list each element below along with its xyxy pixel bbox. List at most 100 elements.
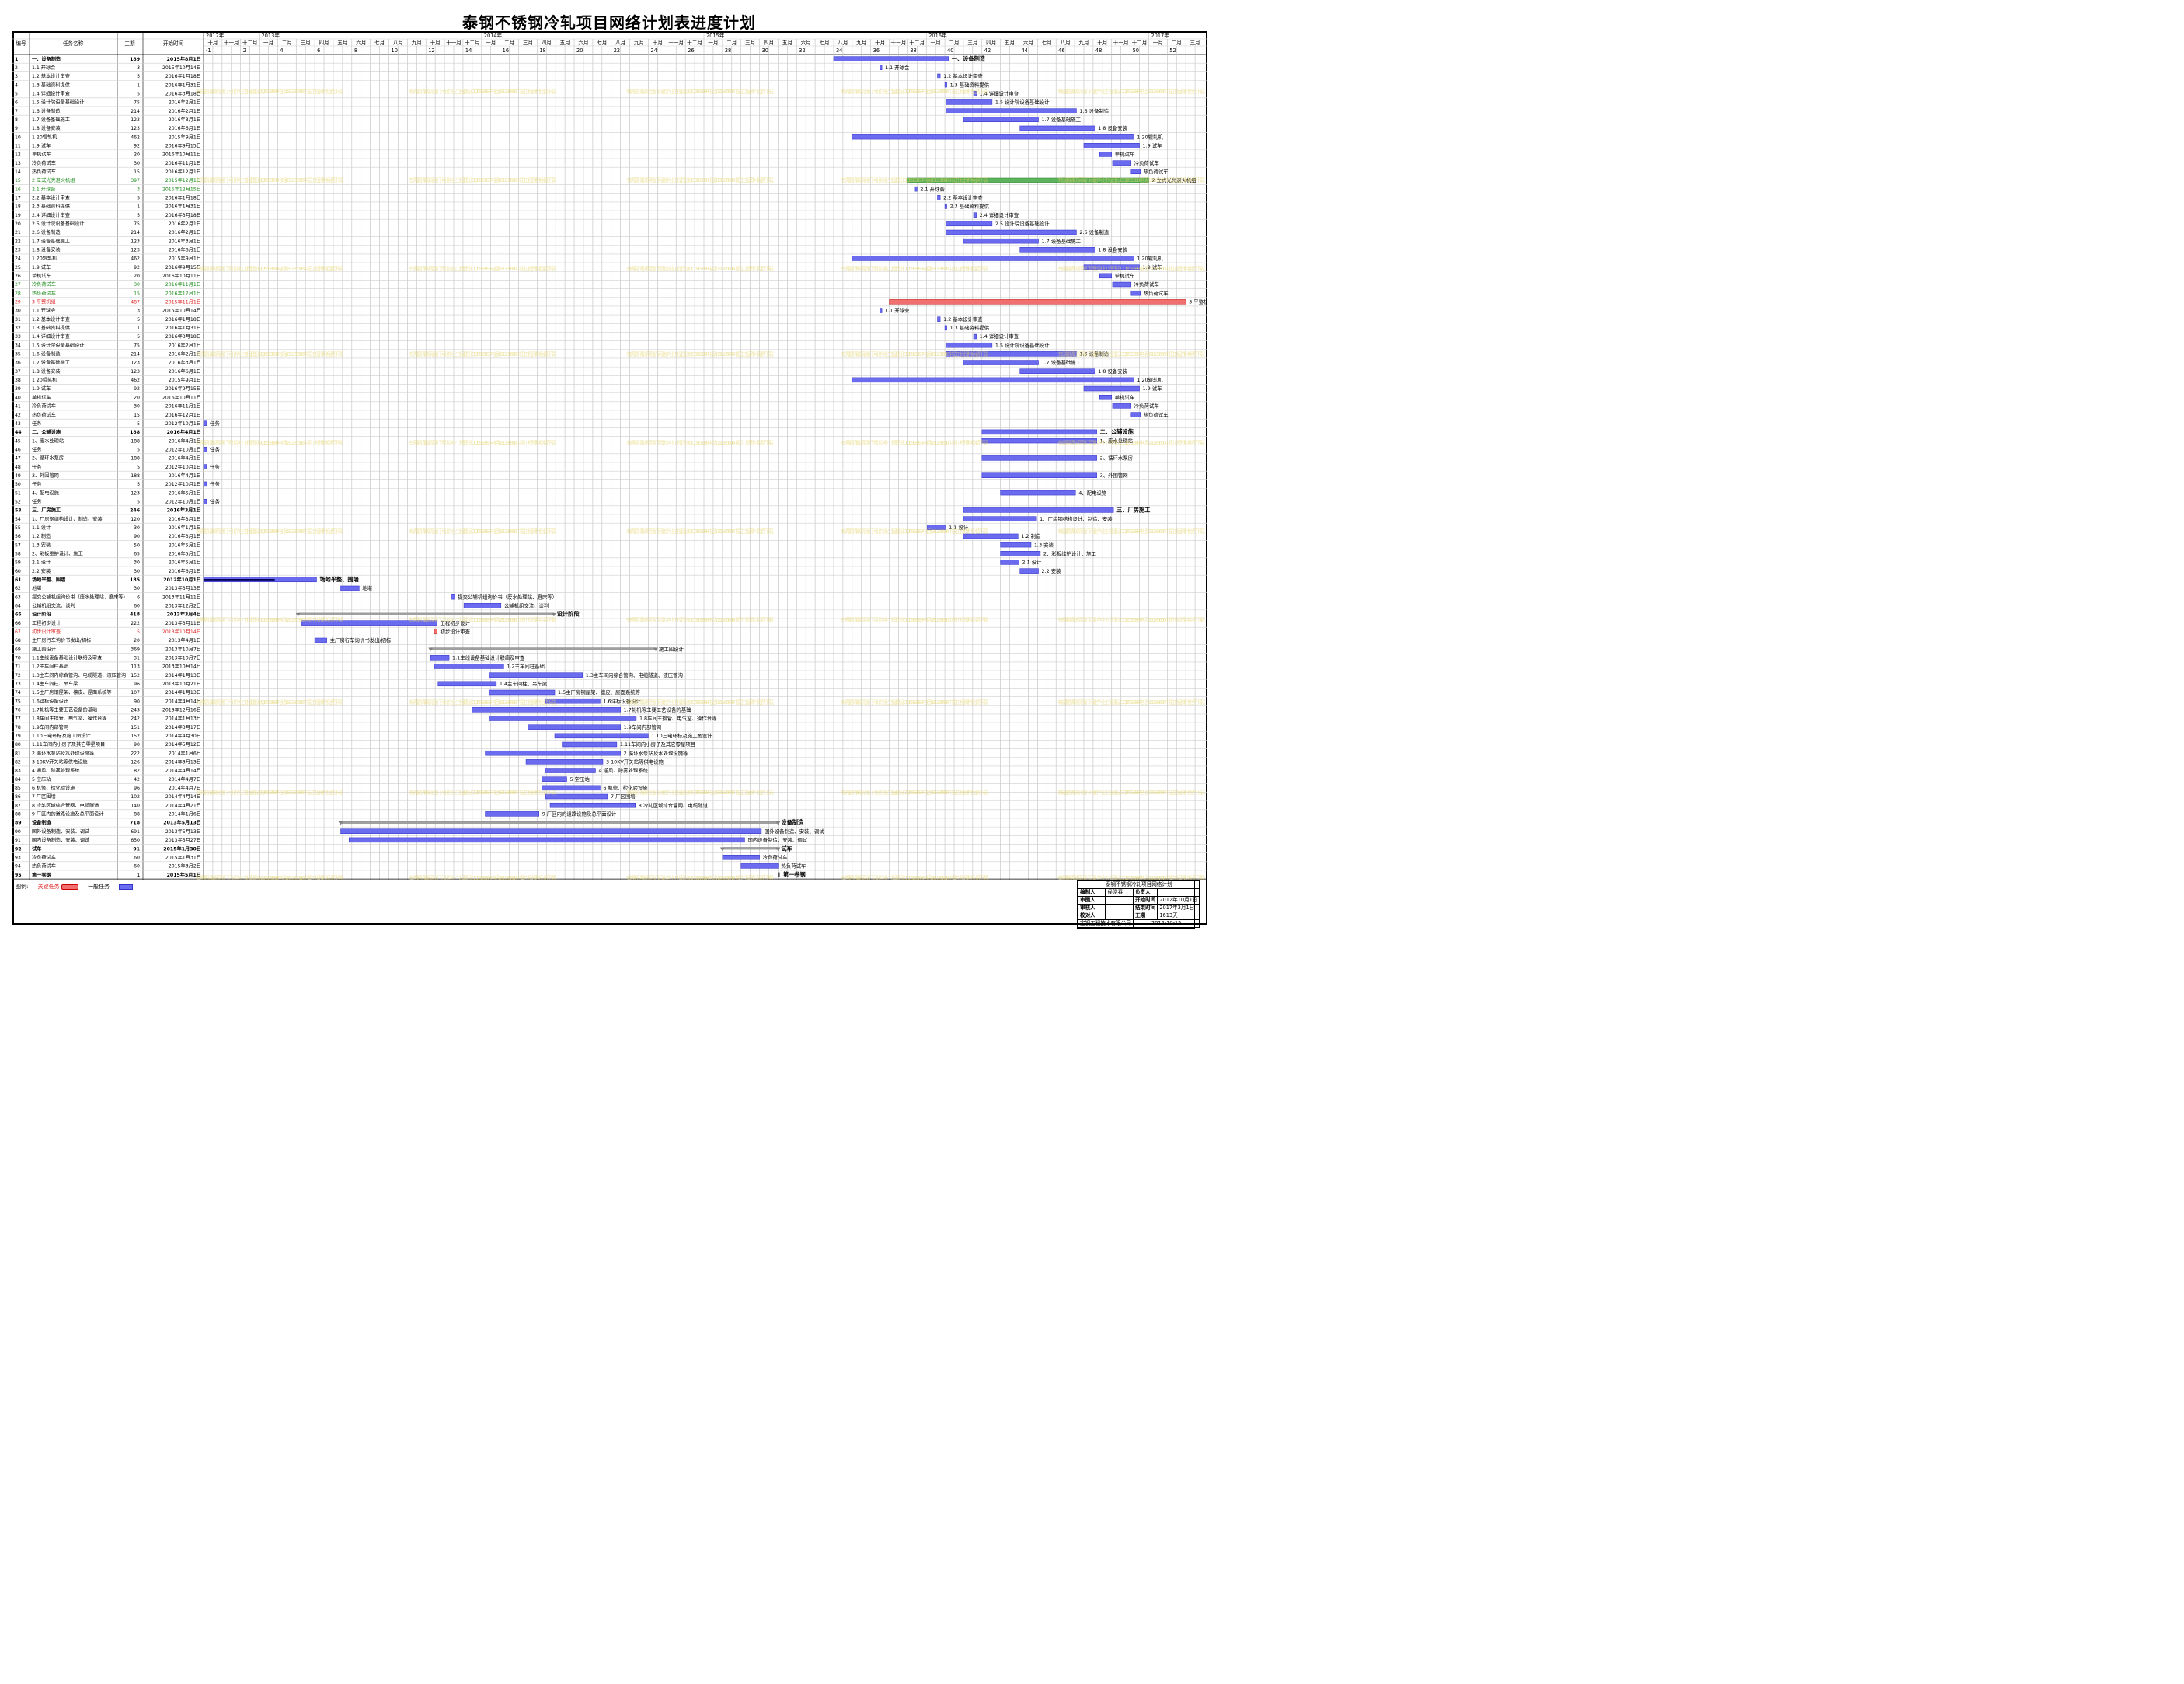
month-label: 五月 (560, 40, 570, 46)
week-label: 18 (539, 47, 545, 54)
task-duration: 397 (131, 178, 140, 183)
task-name: 1.9车间内部管网 (32, 724, 68, 730)
bar-label: 2.1 设计 (1022, 559, 1042, 566)
task-name: 任务 (32, 446, 41, 452)
task-id: 49 (15, 473, 21, 479)
watermark: 有需要请联系我们 河北华业工程建设 QQ:5563998 电话:0311-856… (1057, 874, 1205, 880)
week-label: 36 (873, 47, 880, 54)
task-name: 公辅机组交流、谈判 (32, 602, 75, 608)
week-label: 4 (280, 47, 283, 54)
phase-end-marker (653, 647, 658, 652)
task-duration: 5 (137, 482, 140, 487)
task-id: 78 (15, 725, 21, 730)
task-bar (937, 316, 941, 322)
bar-label: 三、厂房施工 (1116, 507, 1150, 514)
task-name: 4、配电设施 (32, 490, 59, 496)
week-label: 10 (392, 47, 398, 54)
bar-label: 1.3主车间内综合管沟、电缆隧道、液压管沟 (586, 671, 683, 678)
task-duration: 91 (133, 846, 140, 852)
month-label: 二月 (1172, 40, 1182, 46)
month-label: 九月 (1078, 39, 1089, 46)
task-name: 1.9 试车 (32, 264, 51, 270)
month-label: 六月 (1023, 39, 1033, 46)
progress-line (204, 578, 275, 581)
month-label: 二月 (949, 40, 959, 46)
week-label: 32 (799, 47, 805, 54)
task-id: 29 (15, 300, 21, 305)
task-id: 52 (15, 499, 21, 504)
task-name: 国外设备制造、安装、调试 (32, 828, 89, 835)
task-duration: 1 (137, 204, 140, 210)
task-bar (880, 308, 883, 313)
task-duration: 5 (137, 196, 140, 201)
task-name: 热负荷试车 (32, 863, 56, 870)
task-start: 2016年4月1日 (169, 455, 201, 462)
task-start: 2016年9月15日 (165, 264, 201, 270)
task-name: 1.7 设备基础施工 (32, 117, 70, 123)
week-label: 28 (725, 47, 731, 54)
week-label: 26 (688, 47, 694, 54)
info-box: 泰钢不锈钢冷轧项目网络计划 编制人 侯晓春 负责人 审图人 开始时间 2012年… (1077, 880, 1200, 929)
watermark: 有需要请联系我们 河北华业工程建设 QQ:5563998 电话:0311-856… (409, 699, 556, 706)
task-bar (489, 689, 556, 696)
task-bar (525, 759, 604, 765)
task-name: 1.7轧机等主要工艺设备的基础 (32, 707, 97, 713)
task-id: 71 (15, 664, 21, 670)
task-bar (528, 724, 621, 730)
task-id: 66 (15, 621, 21, 626)
task-bar (722, 854, 760, 860)
task-duration: 60 (134, 855, 140, 860)
task-duration: 90 (134, 742, 140, 748)
task-name: 1.5 设计院设备基础设计 (32, 99, 85, 106)
task-duration: 6 (137, 594, 140, 600)
month-label: 六月 (356, 39, 366, 46)
task-name: 任务 (32, 464, 41, 470)
bar-label: 第一卷钢 (783, 871, 806, 878)
bar-label: 2.2 基本设计审查 (943, 194, 983, 201)
week-label: 52 (1169, 47, 1176, 54)
task-duration: 188 (131, 438, 140, 444)
watermark: 有需要请联系我们 河北华业工程建设 QQ:5563998 电话:0311-856… (841, 874, 988, 880)
task-id: 45 (15, 438, 21, 444)
task-id: 64 (15, 603, 21, 608)
year-label: 2017年 (1151, 32, 1169, 39)
task-name: 8 冷轧区域综合管网、电缆隧道 (32, 802, 99, 808)
watermark: 有需要请联系我们 河北华业工程建设 QQ:5563998 电话:0311-856… (196, 699, 343, 706)
task-name: 冷负荷试车 (32, 281, 56, 288)
task-bar (963, 360, 1039, 365)
task-start: 2012年10月1日 (165, 420, 201, 427)
task-bar (963, 516, 1037, 521)
watermark: 有需要请联系我们 河北华业工程建设 QQ:5563998 电话:0311-856… (196, 528, 343, 535)
task-duration: 462 (131, 134, 140, 140)
bar-label: 1、厂房钢结构设计、制造、安装 (1040, 515, 1113, 522)
task-start: 2016年4月1日 (167, 429, 201, 435)
bar-label: 6 机修、检化验设施 (603, 784, 648, 791)
month-label: 三月 (967, 40, 977, 46)
month-label: 一月 (931, 40, 941, 46)
task-bar (434, 664, 504, 669)
bar-label: 1.8 设备安装 (1098, 368, 1127, 375)
month-label: 八月 (1061, 40, 1071, 46)
task-name: 热负荷试车 (32, 290, 56, 296)
task-name: 1.3 安装 (32, 542, 51, 548)
watermark: 有需要请联系我们 河北华业工程建设 QQ:5563998 电话:0311-856… (409, 528, 556, 535)
task-bar (545, 768, 596, 773)
task-bar (203, 464, 207, 469)
task-duration: 5 (137, 499, 140, 504)
week-label: 46 (1058, 47, 1064, 54)
task-duration: 20 (134, 395, 140, 400)
task-name: 2 循环水泵站及水处理设施等 (32, 750, 94, 756)
info-cell (1105, 912, 1134, 920)
task-id: 20 (15, 221, 21, 227)
task-id: 21 (15, 230, 21, 235)
task-bar (545, 793, 608, 800)
task-duration: 92 (134, 265, 140, 270)
task-start: 2016年5月1日 (169, 560, 201, 566)
task-id: 1 (15, 57, 18, 62)
month-label: 七月 (597, 39, 607, 46)
task-start: 2016年1月18日 (165, 316, 201, 323)
task-start: 2016年9月15日 (165, 385, 201, 392)
chart-frame (12, 31, 1207, 925)
task-bar (485, 750, 621, 756)
